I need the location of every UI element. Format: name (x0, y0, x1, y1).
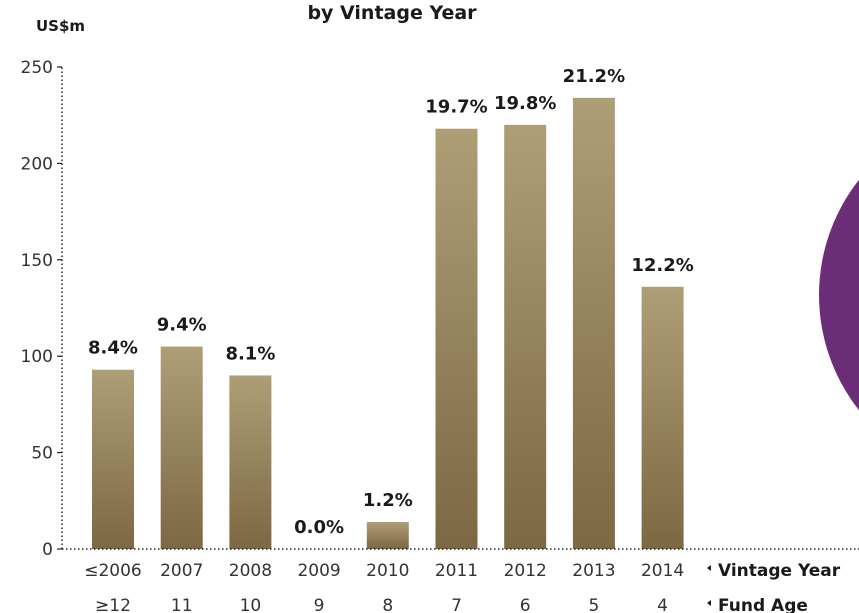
x-tick-label: ≤2006 (84, 561, 142, 581)
triangle-left-icon (707, 565, 711, 571)
bar (641, 286, 684, 549)
x-tick-label: 2012 (504, 561, 547, 581)
decorative-circle (819, 179, 859, 411)
bar (572, 97, 615, 550)
bar (366, 522, 409, 549)
data-label: 19.8% (494, 93, 556, 114)
fund-age-label: 4 (657, 596, 668, 613)
triangle-left-icon (707, 600, 711, 606)
fund-age-label: 11 (171, 596, 193, 613)
fund-age-label: 9 (314, 596, 325, 613)
data-label: 0.0% (294, 517, 344, 538)
y-axis-unit: US$m (36, 17, 85, 35)
chart-title: by Vintage Year (307, 2, 477, 24)
y-tick-label: 50 (31, 444, 53, 464)
x-tick-label: 2009 (297, 561, 340, 581)
fund-age-row-label: Fund Age (707, 596, 808, 613)
x-tick-label: 2013 (572, 561, 615, 581)
x-tick-label: 2007 (160, 561, 203, 581)
data-label: 8.4% (88, 338, 138, 359)
y-axis: 0 50 100 150 200 250 (21, 58, 63, 560)
data-label: 19.7% (425, 97, 487, 118)
data-labels: 8.4% 9.4% 8.1% 0.0% 1.2% 19.7% 19.8% 21.2% 12.2% (88, 66, 694, 538)
bar (435, 128, 478, 550)
x-tick-label: 2014 (641, 561, 684, 581)
fund-age-label: 5 (588, 596, 599, 613)
x-tick-label: 2010 (366, 561, 409, 581)
svg-text:Fund Age: Fund Age (718, 596, 808, 613)
bar-series (92, 97, 684, 550)
fund-age-label: 6 (520, 596, 531, 613)
svg-text:Vintage Year: Vintage Year (718, 561, 841, 581)
fund-age-label: 7 (451, 596, 462, 613)
fund-age-label: 8 (382, 596, 393, 613)
data-label: 21.2% (563, 66, 625, 87)
bar (92, 369, 134, 549)
data-label: 8.1% (225, 343, 275, 364)
y-tick-label: 150 (21, 251, 53, 271)
data-label: 9.4% (157, 315, 207, 336)
bar (229, 375, 272, 549)
bar (504, 124, 547, 549)
bar (160, 346, 203, 549)
y-tick-label: 200 (21, 154, 53, 174)
x-axis: ≤2006 ≥12 2007 11 2008 10 2009 9 2010 8 2011 7 2012 6… (62, 548, 859, 613)
x-tick-label: 2011 (435, 561, 478, 581)
y-tick-label: 100 (21, 347, 53, 367)
vintage-year-row-label: Vintage Year (707, 561, 841, 581)
fund-age-label: ≥12 (95, 596, 131, 613)
y-tick-label: 0 (42, 540, 53, 560)
data-label: 1.2% (363, 490, 413, 511)
y-tick-label: 250 (21, 58, 53, 78)
x-tick-label: 2008 (229, 561, 272, 581)
fund-age-label: 10 (240, 596, 262, 613)
data-label: 12.2% (631, 255, 693, 276)
